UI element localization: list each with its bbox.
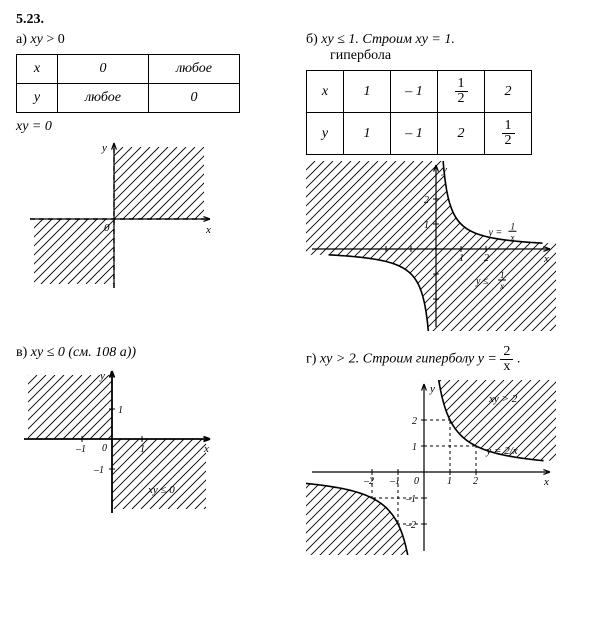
svg-text:1: 1 <box>140 444 145 455</box>
svg-text:1: 1 <box>424 220 429 231</box>
svg-text:0: 0 <box>104 222 110 234</box>
section-number: 5.23. <box>16 12 578 28</box>
a-ineq-lhs: xy <box>30 32 42 47</box>
svg-text:y: y <box>429 383 435 395</box>
svg-text:y: y <box>99 370 105 382</box>
svg-text:x: x <box>203 443 209 455</box>
a-table: x0любоеyлюбое0 <box>16 54 240 113</box>
g-text1: xy > 2. Строим гиперболу <box>320 352 478 367</box>
a-label: а) <box>16 32 30 47</box>
part-b: б) xy ≤ 1. Строим xy = 1. гипербола x1– … <box>306 32 578 331</box>
svg-text:xy > 2: xy > 2 <box>488 393 518 405</box>
svg-text:xy ≤ 0: xy ≤ 0 <box>147 484 175 496</box>
svg-text:2: 2 <box>473 476 478 487</box>
g-eq-frac: 2x <box>500 345 513 374</box>
v-label: в) <box>16 345 31 360</box>
a-prompt: а) xy > 0 <box>16 32 288 48</box>
svg-text:1: 1 <box>459 253 464 264</box>
svg-text:0: 0 <box>414 476 419 487</box>
svg-text:2: 2 <box>484 253 489 264</box>
g-prompt: г) xy > 2. Строим гиперболу y = 2x . <box>306 345 578 374</box>
svg-text:y ≤: y ≤ <box>475 276 489 287</box>
a-ineq-op: > 0 <box>43 32 65 47</box>
svg-text:–1: –1 <box>75 444 86 455</box>
b-table: x1– 1122y1– 1212 <box>306 70 532 155</box>
svg-text:x: x <box>499 281 504 291</box>
part-a: а) xy > 0 x0любоеyлюбое0 xy = 0 xy0 <box>16 32 288 331</box>
v-prompt: в) xy ≤ 0 (см. 108 а)) <box>16 345 288 361</box>
svg-text:x: x <box>543 476 549 488</box>
g-graph: 12–1–212–1–20xyxy > 2y = 2/x <box>306 380 578 555</box>
svg-text:–1: –1 <box>405 494 416 505</box>
g-period: . <box>513 352 520 367</box>
svg-text:1: 1 <box>447 476 452 487</box>
svg-text:y: y <box>441 164 447 176</box>
part-g: г) xy > 2. Строим гиперболу y = 2x . 12–… <box>306 345 578 555</box>
svg-text:x: x <box>205 224 211 236</box>
svg-text:1: 1 <box>511 221 516 231</box>
svg-text:–1: –1 <box>93 465 104 476</box>
svg-text:2: 2 <box>412 416 417 427</box>
svg-text:y: y <box>101 142 107 154</box>
svg-text:x: x <box>510 232 515 242</box>
v-graph: 1 –1 1 –1 0 x y xy ≤ 0 <box>16 367 288 517</box>
part-v: в) xy ≤ 0 (см. 108 а)) 1 –1 1 –1 0 x y xy ≤ 0 <box>16 345 288 555</box>
a-below: xy = 0 <box>16 119 288 135</box>
b-text2: гипербола <box>330 48 578 64</box>
svg-text:1: 1 <box>500 270 505 280</box>
b-label: б) <box>306 32 321 47</box>
svg-text:0: 0 <box>102 443 107 454</box>
a-graph: x y 0 <box>16 139 288 294</box>
svg-text:1: 1 <box>412 442 417 453</box>
svg-text:y = 2/x: y = 2/x <box>485 445 517 457</box>
g-eq-lhs: y = <box>478 352 501 367</box>
b-graph: 1212xyy =1xy ≤1x <box>306 161 578 331</box>
svg-text:x: x <box>543 253 549 265</box>
b-text1: xy ≤ 1. Строим xy = 1. <box>321 32 455 47</box>
svg-text:y =: y = <box>488 227 503 238</box>
g-label: г) <box>306 352 320 367</box>
svg-text:2: 2 <box>424 195 429 206</box>
svg-text:1: 1 <box>118 405 123 416</box>
b-prompt: б) xy ≤ 1. Строим xy = 1. гипербола <box>306 32 578 64</box>
v-text: xy ≤ 0 (см. 108 а)) <box>31 345 136 360</box>
svg-text:–2: –2 <box>405 520 416 531</box>
